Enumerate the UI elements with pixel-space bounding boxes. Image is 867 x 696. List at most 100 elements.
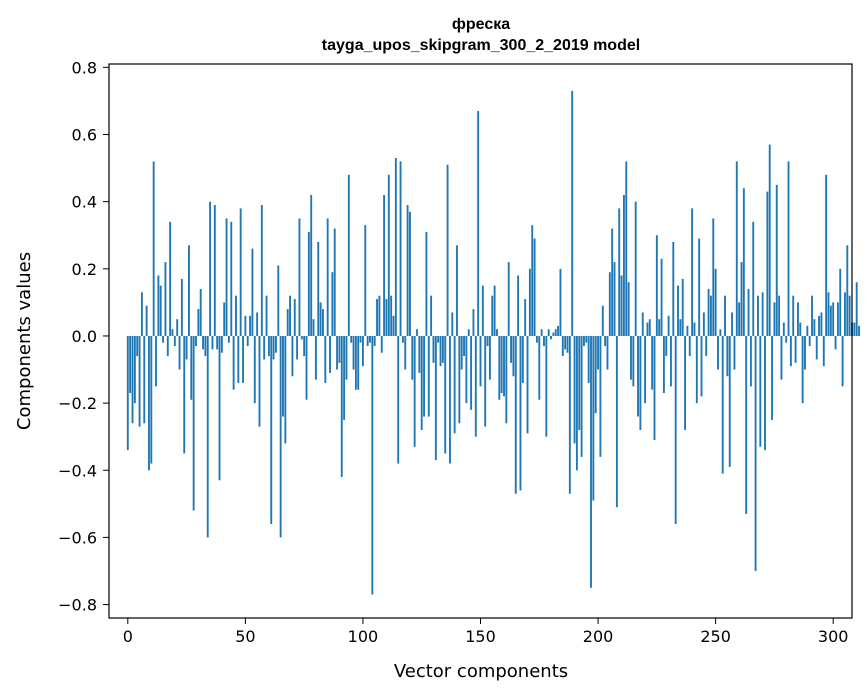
bar [390, 295, 393, 336]
bar [488, 335, 491, 380]
bar [564, 335, 567, 350]
chart-title: фреска [452, 16, 510, 33]
bar [319, 302, 322, 336]
bar [404, 335, 407, 370]
bar [540, 329, 543, 336]
bar [418, 335, 421, 373]
bar [493, 285, 496, 336]
bar [545, 335, 548, 437]
bar [133, 335, 136, 404]
plot-area-frame [108, 63, 853, 619]
y-tick-label: 0.4 [72, 193, 97, 212]
bar [526, 335, 529, 434]
bar [329, 335, 331, 373]
bar [679, 319, 682, 336]
bar [717, 335, 719, 370]
bar [705, 335, 708, 357]
bar [625, 161, 628, 336]
bar [585, 335, 588, 343]
bar [416, 329, 418, 336]
bar [448, 335, 451, 464]
x-tick-label: 50 [235, 627, 255, 646]
bar [256, 312, 259, 336]
bar [373, 335, 376, 347]
bar [324, 335, 327, 383]
bar [714, 268, 717, 336]
bar [218, 335, 221, 481]
bar [514, 335, 517, 494]
bar [129, 335, 132, 394]
bar [517, 275, 520, 336]
x-tick-label: 300 [818, 627, 849, 646]
bar [162, 335, 165, 343]
bar [766, 191, 769, 336]
bar [298, 218, 301, 336]
bar [260, 205, 263, 336]
bar [282, 335, 284, 417]
bar [712, 218, 715, 336]
bar [580, 335, 583, 457]
bar [286, 309, 289, 336]
bar [220, 335, 223, 353]
bar [801, 335, 804, 404]
bar [148, 335, 150, 471]
bar [672, 241, 675, 336]
bar [387, 174, 390, 336]
bar [277, 265, 280, 336]
bar [206, 335, 209, 538]
bar [829, 305, 832, 336]
bar [357, 335, 360, 390]
bar [787, 161, 790, 336]
bar [249, 315, 252, 336]
bar [371, 335, 374, 595]
bar [681, 278, 684, 336]
bar [486, 335, 489, 347]
bar [637, 335, 639, 417]
bar [848, 295, 851, 336]
bar [195, 335, 197, 347]
bar [432, 335, 435, 363]
bar [202, 335, 204, 350]
bar [500, 335, 503, 394]
bar [362, 335, 364, 367]
bar [615, 335, 618, 508]
bar [622, 194, 625, 336]
bar [804, 335, 806, 370]
bar [296, 335, 299, 360]
bar [176, 319, 179, 336]
bar [251, 248, 254, 336]
bar [822, 335, 825, 367]
bar [310, 194, 313, 336]
bar [157, 275, 160, 336]
bar [446, 164, 449, 336]
x-tick-label: 150 [465, 627, 496, 646]
bar [347, 174, 350, 336]
bar [427, 335, 430, 417]
bar [667, 315, 670, 336]
y-tick-label: 0.0 [72, 327, 97, 346]
bar [789, 335, 792, 367]
bar [782, 322, 785, 336]
bar [253, 335, 256, 404]
bar [752, 221, 755, 336]
bar [608, 272, 611, 336]
bar [724, 295, 726, 336]
bar [731, 312, 734, 336]
bar [470, 335, 473, 410]
bar [846, 245, 849, 336]
bar [686, 325, 689, 336]
bar [150, 335, 153, 464]
bar [279, 335, 282, 538]
bar [164, 262, 167, 336]
bar [853, 322, 856, 336]
bar [834, 335, 837, 350]
bar [289, 295, 291, 336]
bar [411, 335, 414, 380]
bar [312, 319, 315, 336]
bar [745, 335, 748, 514]
bar [317, 241, 320, 336]
bar [322, 309, 324, 336]
bar [155, 335, 157, 387]
bar [815, 335, 818, 360]
bar [618, 208, 621, 336]
